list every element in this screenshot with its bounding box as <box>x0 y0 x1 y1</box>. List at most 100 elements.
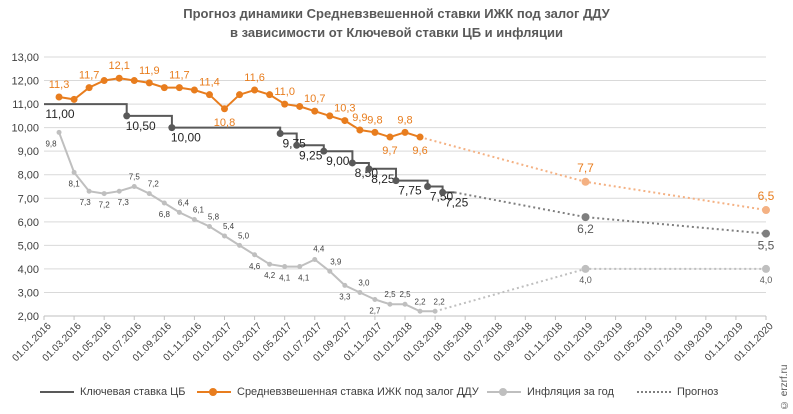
inflation-label: 4,6 <box>249 262 261 271</box>
mortgage-point <box>326 112 334 120</box>
inflation-label: 2,5 <box>384 290 396 299</box>
inflation-point <box>101 191 107 197</box>
inflation-label: 2,7 <box>369 307 381 316</box>
inflation-label: 9,8 <box>45 139 57 148</box>
forecast-label-mortgage: 7,7 <box>577 161 594 175</box>
inflation-label: 7,3 <box>80 198 92 207</box>
mortgage-label: 11,6 <box>244 72 265 84</box>
mortgage-label: 9,8 <box>397 114 412 126</box>
inflation-label: 7,2 <box>148 180 160 189</box>
y-tick-label: 3,00 <box>18 287 39 299</box>
mortgage-point <box>145 79 153 87</box>
key-rate-point <box>276 130 284 138</box>
inflation-label: 4,2 <box>264 271 276 280</box>
watermark: © erzrf.ru <box>779 364 790 410</box>
inflation-point <box>176 209 182 215</box>
inflation-label: 3,3 <box>339 292 351 301</box>
mortgage-label: 11,7 <box>169 70 190 82</box>
inflation-point <box>417 308 423 314</box>
inflation-point <box>252 252 258 258</box>
inflation-label: 5,8 <box>208 213 220 222</box>
inflation-point <box>282 264 288 270</box>
inflation-point <box>222 233 227 239</box>
mortgage-point <box>281 100 289 108</box>
inflation-label: 2,2 <box>434 297 446 306</box>
inflation-point <box>161 200 167 206</box>
mortgage-point <box>130 77 138 85</box>
y-tick-label: 6,00 <box>18 217 39 229</box>
forecast-label-inflation: 4,0 <box>760 275 773 285</box>
mortgage-point <box>371 128 379 136</box>
inflation-point <box>297 264 303 270</box>
y-tick-label: 13,00 <box>11 52 39 64</box>
inflation-label: 4,1 <box>279 274 291 283</box>
inflation-label: 5,4 <box>223 222 235 231</box>
y-tick-label: 12,00 <box>11 76 39 88</box>
forecast-point-mortgage <box>581 177 590 186</box>
key-rate-point <box>320 147 328 155</box>
inflation-label: 3,9 <box>330 257 342 266</box>
legend-item-inflation: Инфляция за год <box>487 383 614 401</box>
y-tick-label: 5,00 <box>18 240 39 252</box>
mortgage-point <box>401 128 409 136</box>
forecast-label-mortgage: 6,5 <box>758 189 775 203</box>
inflation-point <box>237 242 243 248</box>
mortgage-point <box>85 84 93 92</box>
legend-swatch-inflation <box>487 388 521 396</box>
key-rate-label: 9,00 <box>326 154 350 168</box>
key-rate-label: 11,00 <box>45 107 74 121</box>
inflation-label: 7,2 <box>99 201 111 210</box>
key-rate-label: 10,00 <box>171 131 201 145</box>
mortgage-label: 11,3 <box>49 79 70 91</box>
mortgage-label: 10,3 <box>334 103 355 115</box>
key-rate-label: 9,25 <box>299 148 323 162</box>
inflation-label: 4,1 <box>298 274 310 283</box>
legend-swatch-mortgage <box>197 388 231 396</box>
key-rate-label: 10,50 <box>126 119 156 133</box>
y-tick-label: 8,00 <box>18 170 39 182</box>
inflation-point <box>71 169 77 175</box>
mortgage-point <box>205 91 213 99</box>
mortgage-point <box>190 86 198 94</box>
mortgage-point <box>221 105 228 113</box>
chart-legend: Ключевая ставка ЦБ Средневзвешенная став… <box>40 383 740 401</box>
inflation-label: 2,5 <box>399 290 411 299</box>
key-rate-point <box>365 165 373 173</box>
key-rate-label: 8,50 <box>355 166 379 180</box>
inflation-label: 8,1 <box>69 179 81 188</box>
mortgage-label: 12,1 <box>108 60 129 72</box>
inflation-point <box>372 297 378 303</box>
chart-title-line-2: в зависимости от Ключевой ставки ЦБ и ин… <box>230 25 563 40</box>
mortgage-point <box>175 84 183 92</box>
mortgage-point <box>356 126 364 134</box>
y-tick-label: 9,00 <box>18 146 39 158</box>
inflation-point <box>327 268 333 274</box>
inflation-point <box>357 289 363 295</box>
inflation-point <box>432 308 438 314</box>
inflation-label: 3,0 <box>358 278 370 287</box>
mortgage-label: 9,8 <box>367 114 382 126</box>
inflation-point <box>191 216 197 222</box>
y-tick-label: 7,00 <box>18 193 39 205</box>
key-rate-label: 7,75 <box>398 184 422 198</box>
key-rate-point <box>348 159 356 167</box>
inflation-point <box>342 282 348 288</box>
legend-item-forecast: Прогноз <box>637 383 718 401</box>
forecast-point-inflation <box>581 264 590 273</box>
mortgage-point <box>70 95 78 103</box>
mortgage-point <box>55 93 63 101</box>
mortgage-point <box>160 84 168 92</box>
key-rate-point <box>293 141 301 149</box>
legend-label-inflation: Инфляция за год <box>527 386 614 398</box>
inflation-point <box>131 184 137 189</box>
inflation-label: 2,2 <box>414 297 426 306</box>
mortgage-point <box>341 117 349 125</box>
key-rate-label: 8,25 <box>371 172 395 186</box>
mortgage-label: 11,7 <box>79 70 100 82</box>
forecast-label-key: 5,5 <box>758 239 775 253</box>
mortgage-point <box>251 86 259 94</box>
y-tick-label: 2,00 <box>18 311 39 323</box>
mortgage-label: 11,4 <box>199 77 220 89</box>
inflation-label: 6,1 <box>193 205 205 214</box>
key-rate-point <box>168 124 176 132</box>
